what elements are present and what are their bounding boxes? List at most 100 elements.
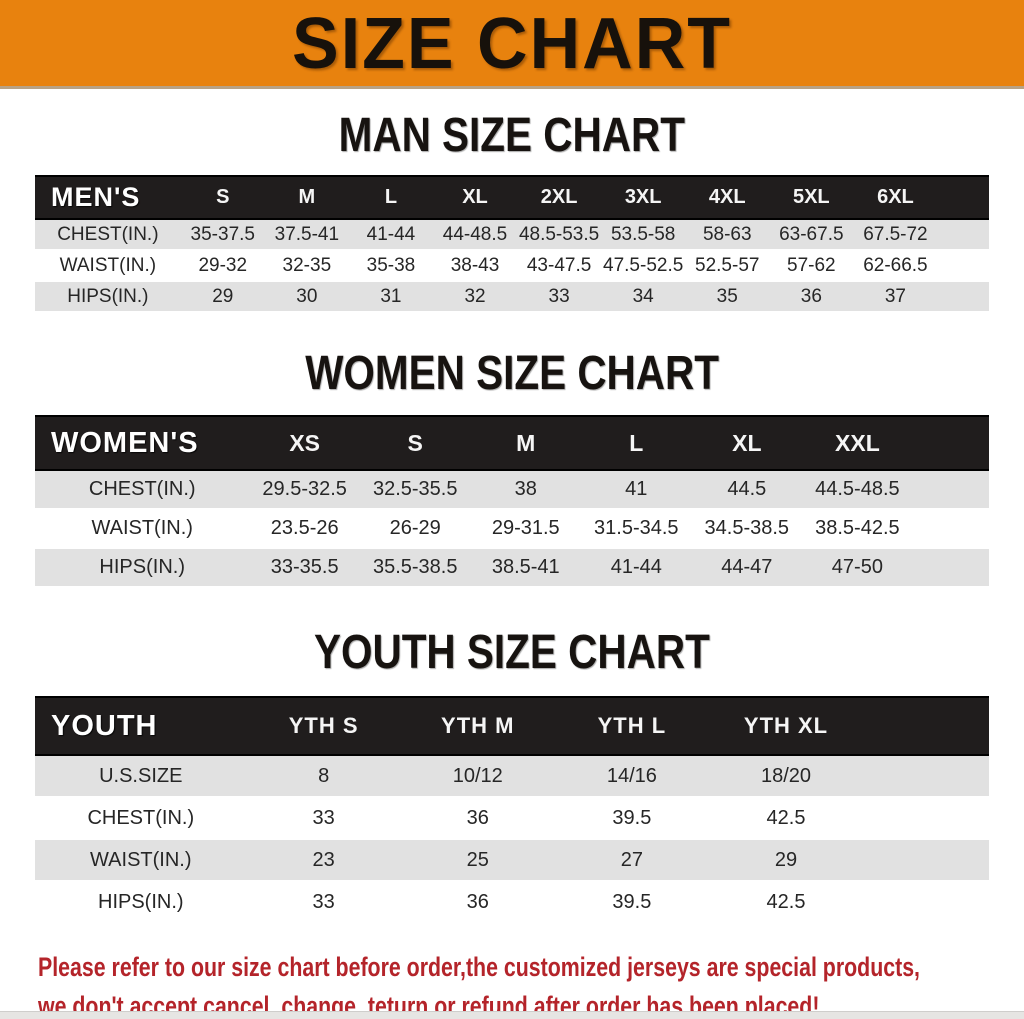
table-title-cell: MEN'S [35,175,181,220]
size-value-cell: 41 [581,469,692,509]
table-row: WAIST(IN.) 23 25 27 29 [35,838,989,881]
row-label: WAIST(IN.) [35,838,247,881]
size-value-cell: 53.5-58 [601,218,686,250]
size-column-header: 3XL [601,175,686,220]
size-column-header: YTH L [554,696,709,756]
spacer-cell [863,838,989,881]
row-label: U.S.SIZE [35,754,247,797]
size-column-header: YTH XL [708,696,864,756]
size-value-cell: 52.5-57 [685,249,770,281]
table-row: WAIST(IN.) 29-32 32-35 35-38 38-43 43-47.5 47.… [35,249,989,281]
size-value-cell: 37 [853,280,938,311]
size-column-header: 2XL [517,175,602,220]
table-row: WAIST(IN.) 23.5-26 26-29 29-31.5 31.5-34.5 34… [35,508,989,548]
size-value-cell: 31.5-34.5 [581,508,692,548]
size-column-header: YTH S [246,696,401,756]
table-title-cell: WOMEN'S [35,415,250,471]
size-value-cell: 33-35.5 [249,547,360,586]
size-value-cell: 35-37.5 [180,218,265,250]
table-row: CHEST(IN.) 33 36 39.5 42.5 [35,796,989,839]
size-value-cell: 39.5 [554,796,709,839]
size-value-cell: 44-48.5 [432,218,518,250]
row-label: HIPS(IN.) [35,280,181,311]
size-value-cell: 36 [400,880,555,922]
size-value-cell: 29 [180,280,265,311]
size-column-header: 6XL [853,175,938,220]
size-value-cell: 35-38 [348,249,433,281]
size-value-cell: 38.5-42.5 [802,508,913,548]
size-value-cell: 23.5-26 [249,508,360,548]
spacer-cell [863,754,989,797]
footer-note: Please refer to our size chart before or… [0,948,1024,1019]
spacer-cell [937,175,989,220]
size-value-cell: 30 [264,280,349,311]
table-row: U.S.SIZE 8 10/12 14/16 18/20 [35,754,989,797]
size-value-cell: 33 [246,796,401,839]
size-column-header: L [581,415,692,471]
banner: SIZE CHART [0,0,1024,89]
spacer-cell [912,508,989,548]
size-value-cell: 18/20 [708,754,864,797]
size-value-cell: 58-63 [685,218,770,250]
size-value-cell: 42.5 [708,880,864,922]
size-value-cell: 44.5-48.5 [802,469,913,509]
spacer-cell [937,280,989,311]
size-value-cell: 14/16 [554,754,709,797]
size-value-cell: 43-47.5 [517,249,602,281]
size-value-cell: 35 [685,280,770,311]
size-value-cell: 26-29 [359,508,471,548]
row-label: WAIST(IN.) [35,508,250,548]
size-value-cell: 23 [246,838,401,881]
spacer-cell [863,696,989,756]
size-value-cell: 25 [400,838,555,881]
size-column-header: 5XL [769,175,854,220]
spacer-cell [863,796,989,839]
size-value-cell: 34 [601,280,686,311]
man-section-title: MAN SIZE CHART [338,106,686,162]
man-table-wrapper: MEN'S S M L XL 2XL 3XL 4XL 5XL 6XL CHEST(IN.) 35-37… [0,175,1024,311]
page-title: SIZE CHART [292,2,732,84]
spacer-cell [937,249,989,281]
size-value-cell: 57-62 [769,249,854,281]
spacer-cell [863,880,989,922]
size-column-header: XL [432,175,518,220]
size-value-cell: 29.5-32.5 [249,469,360,509]
size-value-cell: 8 [246,754,401,797]
footer-line-1: Please refer to our size chart before or… [38,952,920,982]
section-women: WOMEN SIZE CHART WOMEN'S XS S M L XL XXL CHEST(… [0,311,1024,586]
size-value-cell: 35.5-38.5 [359,547,471,586]
table-row: HIPS(IN.) 33 36 39.5 42.5 [35,880,989,922]
row-label: CHEST(IN.) [35,218,181,250]
size-value-cell: 47.5-52.5 [601,249,686,281]
size-value-cell: 44.5 [691,469,803,509]
size-column-header: S [180,175,265,220]
size-value-cell: 48.5-53.5 [517,218,602,250]
size-value-cell: 37.5-41 [264,218,349,250]
size-value-cell: 38 [470,469,582,509]
size-value-cell: 29-31.5 [470,508,582,548]
size-value-cell: 41-44 [581,547,692,586]
header-row: YOUTH YTH S YTH M YTH L YTH XL [35,696,989,756]
header-row: WOMEN'S XS S M L XL XXL [35,415,989,471]
spacer-cell [912,547,989,586]
size-value-cell: 39.5 [554,880,709,922]
women-section-title: WOMEN SIZE CHART [305,344,719,400]
women-table-wrapper: WOMEN'S XS S M L XL XXL CHEST(IN.) 29.5-32.5 32.5… [0,415,1024,586]
size-value-cell: 33 [517,280,602,311]
women-size-table: WOMEN'S XS S M L XL XXL CHEST(IN.) 29.5-32.5 32.5… [35,415,989,586]
bottom-strip [0,1011,1024,1019]
size-value-cell: 36 [400,796,555,839]
table-title-cell: YOUTH [35,696,247,756]
size-column-header: XXL [802,415,913,471]
size-value-cell: 29-32 [180,249,265,281]
youth-section-title: YOUTH SIZE CHART [314,623,710,679]
header-row: MEN'S S M L XL 2XL 3XL 4XL 5XL 6XL [35,175,989,220]
size-column-header: S [359,415,471,471]
size-column-header: XL [691,415,803,471]
size-value-cell: 47-50 [802,547,913,586]
table-row: HIPS(IN.) 29 30 31 32 33 34 35 36 37 [35,280,989,311]
size-column-header: 4XL [685,175,770,220]
size-value-cell: 10/12 [400,754,555,797]
size-value-cell: 62-66.5 [853,249,938,281]
